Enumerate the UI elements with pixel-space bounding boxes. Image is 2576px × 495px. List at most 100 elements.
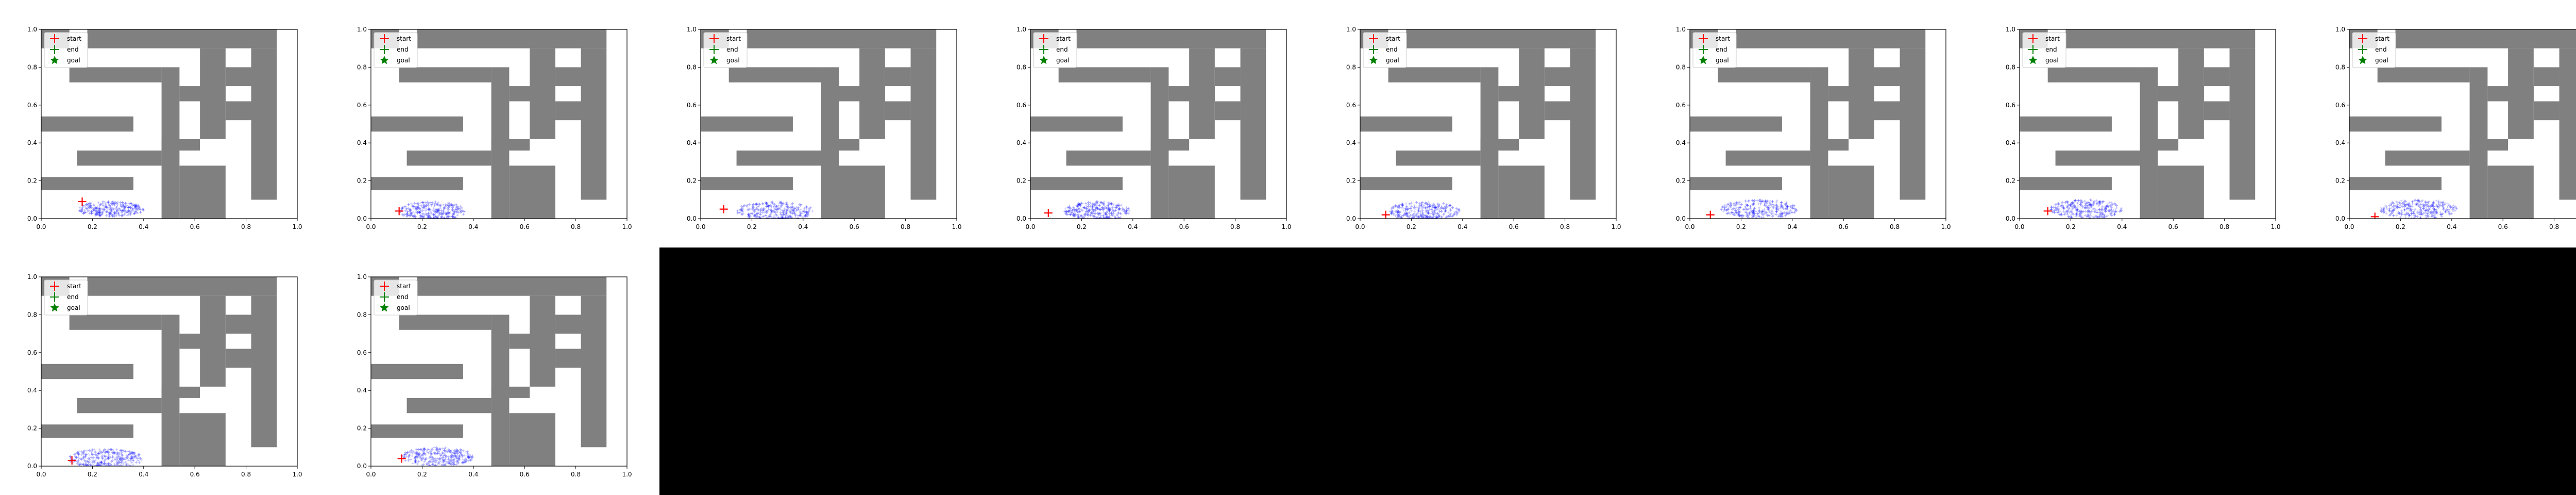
y-tick-label: 0.8: [1016, 63, 1026, 71]
trajectory-point: [459, 210, 463, 213]
maze-wall: [77, 150, 162, 166]
trajectory-point: [1455, 213, 1458, 217]
trajectory-point: [2055, 203, 2058, 206]
trajectory-point: [2071, 203, 2074, 206]
trajectory-point: [2118, 210, 2121, 213]
trajectory-point: [2428, 207, 2431, 210]
trajectory-point: [2390, 204, 2393, 207]
trajectory-point: [84, 210, 88, 214]
trajectory-point: [94, 211, 98, 215]
trajectory-point: [752, 206, 755, 209]
trajectory-point: [1767, 213, 1770, 217]
trajectory-point: [2412, 212, 2416, 215]
trajectory-point: [1077, 203, 1080, 206]
maze-wall: [225, 349, 251, 368]
trajectory-point: [1117, 208, 1120, 211]
x-tick-label: 1.0: [622, 471, 632, 478]
trajectory-point: [81, 463, 84, 466]
trajectory-point: [1417, 214, 1420, 218]
trajectory-point: [456, 461, 460, 465]
trajectory-point: [440, 212, 444, 216]
y-tick-label: 0.4: [1676, 139, 1686, 146]
trajectory-point: [1446, 203, 1450, 206]
trajectory-point: [113, 211, 116, 214]
trajectory-point: [127, 452, 130, 455]
trajectory-point: [1092, 209, 1095, 212]
trajectory-point: [100, 213, 104, 217]
trajectory-point: [444, 454, 447, 457]
trajectory-point: [1450, 215, 1453, 218]
trajectory-point: [1099, 214, 1102, 217]
trajectory-point: [98, 464, 101, 466]
maze-wall: [1498, 86, 1545, 102]
trajectory-point: [425, 212, 428, 216]
trajectory-point: [762, 208, 765, 211]
trajectory-point: [2115, 210, 2118, 213]
trajectory-point: [90, 210, 94, 213]
trajectory-point: [451, 462, 454, 466]
trajectory-point: [2077, 199, 2080, 202]
trajectory-point: [2412, 211, 2415, 214]
trajectory-point: [448, 450, 451, 453]
trajectory-point: [119, 208, 122, 212]
trajectory-point: [433, 213, 436, 217]
trajectory-point: [105, 450, 108, 453]
trajectory-point: [802, 216, 805, 219]
trajectory-point: [74, 456, 77, 459]
trajectory-point: [424, 205, 427, 208]
trajectory-point: [1449, 215, 1452, 218]
start-marker: [719, 205, 728, 213]
trajectory-point: [759, 209, 762, 212]
trajectory-point: [94, 458, 97, 462]
trajectory-point: [1415, 213, 1418, 216]
trajectory-point: [1745, 208, 1749, 211]
trajectory-point: [424, 456, 427, 460]
trajectory-point: [753, 213, 756, 217]
trajectory-point: [1095, 217, 1098, 219]
trajectory-point: [1396, 205, 1399, 209]
trajectory-point: [1733, 204, 1737, 207]
axes-frame: [700, 29, 957, 219]
trajectory-point: [758, 216, 761, 219]
trajectory-point: [104, 451, 107, 454]
trajectory-point: [2057, 210, 2060, 214]
trajectory-point: [761, 215, 765, 218]
trajectory-point: [2420, 211, 2424, 215]
trajectory-point: [93, 207, 96, 210]
trajectory-point: [132, 212, 135, 216]
trajectory-point: [471, 455, 474, 458]
trajectory-point: [2098, 202, 2102, 205]
trajectory-point: [418, 207, 421, 210]
legend-end-marker: [1699, 45, 1708, 54]
trajectory-point: [108, 214, 111, 218]
trajectory-point: [450, 454, 453, 457]
trajectory-point: [470, 454, 474, 457]
trajectory-point: [2405, 207, 2408, 211]
trajectory-point: [447, 208, 450, 211]
trajectory-point: [1449, 209, 1452, 212]
trajectory-point: [2448, 204, 2451, 207]
trajectory-point: [98, 211, 101, 214]
axes-frame: [1360, 29, 1617, 219]
trajectory-point: [2408, 213, 2411, 217]
trajectory-point: [410, 212, 413, 215]
trajectory-point: [92, 459, 96, 463]
trajectory-point: [132, 451, 135, 454]
trajectory-point: [803, 214, 806, 218]
x-tick-label: 0.8: [241, 223, 251, 230]
trajectory-point: [2403, 200, 2406, 203]
trajectory-point: [434, 464, 437, 466]
trajectory-point: [1125, 209, 1128, 212]
trajectory-point: [94, 453, 97, 456]
trajectory-point: [136, 457, 140, 460]
trajectory-point: [118, 461, 122, 464]
trajectory-point: [1104, 212, 1107, 216]
trajectory-point: [1101, 202, 1104, 205]
trajectory-point: [1433, 206, 1436, 209]
trajectory-point: [1760, 200, 1763, 203]
trajectory-point: [1097, 204, 1101, 207]
trajectory-point: [2059, 204, 2063, 207]
trajectory-point: [769, 208, 772, 211]
trajectory-point: [781, 202, 784, 205]
trajectory-point: [778, 201, 782, 204]
